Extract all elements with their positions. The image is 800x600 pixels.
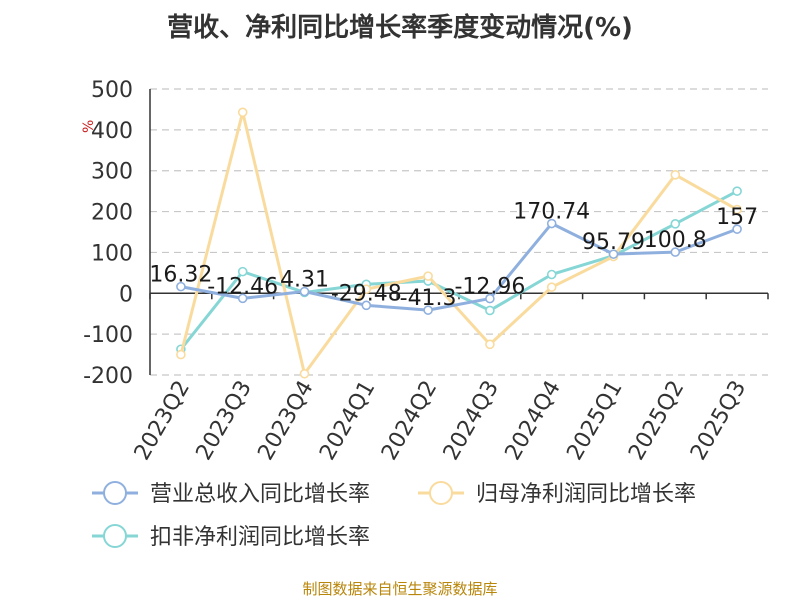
data-label: 16.32 xyxy=(149,263,212,288)
legend-marker xyxy=(103,481,127,505)
data-label: 170.74 xyxy=(513,200,590,225)
legend-item[interactable]: 扣非净利润同比增长率 xyxy=(92,524,370,550)
data-point xyxy=(732,224,742,234)
x-tick-label: 2023Q2 xyxy=(130,377,195,465)
data-point xyxy=(732,204,742,215)
data-point xyxy=(423,271,433,281)
legend-item[interactable]: 归母净利润同比增长率 xyxy=(418,481,696,507)
source-note: 制图数据来自恒生聚源数据库 xyxy=(302,580,497,598)
legend-marker xyxy=(429,481,453,505)
data-point xyxy=(176,349,186,360)
y-tick-label: -200 xyxy=(83,364,133,389)
x-tick-label: 2024Q1 xyxy=(315,377,380,465)
data-point xyxy=(299,368,310,379)
data-point xyxy=(237,107,248,118)
data-point xyxy=(670,170,681,180)
data-point xyxy=(423,305,433,315)
data-point xyxy=(732,186,742,196)
data-point xyxy=(608,249,619,259)
legend-marker xyxy=(103,524,127,548)
y-tick-label: -100 xyxy=(83,323,133,348)
data-label: 157 xyxy=(716,205,758,230)
legend-item[interactable]: 营业总收入同比增长率 xyxy=(92,481,370,507)
data-label: -29.48 xyxy=(331,281,402,306)
y-tick-label: 500 xyxy=(91,78,133,103)
x-tick-label: 2023Q3 xyxy=(192,377,257,465)
y-tick-label: 400 xyxy=(91,119,133,144)
x-tick-label: 2025Q1 xyxy=(562,377,627,465)
legend-label: 营业总收入同比增长率 xyxy=(150,482,370,507)
y-tick-label: 0 xyxy=(119,282,133,307)
data-point xyxy=(670,247,681,257)
data-point xyxy=(361,284,372,295)
data-label: -41.3 xyxy=(400,286,457,311)
x-tick-label: 2024Q3 xyxy=(439,377,504,465)
grid xyxy=(150,88,768,376)
data-labels: 16.32-12.46 4.31-29.48-41.3-12.96 170.74 95… xyxy=(149,200,758,312)
x-tick-label: 2025Q2 xyxy=(624,377,689,465)
y-tick-label: 300 xyxy=(91,160,133,185)
data-point xyxy=(176,281,186,292)
y-tick-label: 200 xyxy=(91,201,133,226)
legend-label: 扣非净利润同比增长率 xyxy=(150,525,370,550)
data-label: 4.31 xyxy=(280,268,329,293)
chart-title: 营收、净利同比增长率季度变动情况(%) xyxy=(167,12,633,43)
x-tick-label: 2025Q3 xyxy=(686,377,751,465)
data-label: -12.46 xyxy=(207,274,278,299)
data-point xyxy=(546,218,557,229)
y-tick-label: 100 xyxy=(91,241,133,266)
y-axis-unit: % xyxy=(81,120,97,133)
data-point xyxy=(485,339,495,350)
series-line xyxy=(179,110,738,376)
series-lines xyxy=(176,107,742,379)
data-point xyxy=(546,269,557,280)
data-label: 100.8 xyxy=(644,228,707,253)
data-point xyxy=(299,286,310,297)
data-point xyxy=(485,293,495,304)
x-tick-label: 2024Q4 xyxy=(501,377,566,465)
x-tick-label: 2023Q4 xyxy=(253,377,318,465)
series-line xyxy=(179,189,738,351)
data-label: -12.96 xyxy=(454,275,525,300)
data-point xyxy=(546,282,557,292)
legend-label: 归母净利润同比增长率 xyxy=(476,482,696,507)
data-point xyxy=(361,300,372,311)
data-point xyxy=(670,219,681,229)
data-label: 95.79 xyxy=(582,230,645,255)
data-point xyxy=(485,305,495,316)
data-point xyxy=(237,266,248,277)
data-point xyxy=(237,293,248,304)
x-tick-label: 2024Q2 xyxy=(377,377,442,465)
series-line xyxy=(180,222,738,312)
